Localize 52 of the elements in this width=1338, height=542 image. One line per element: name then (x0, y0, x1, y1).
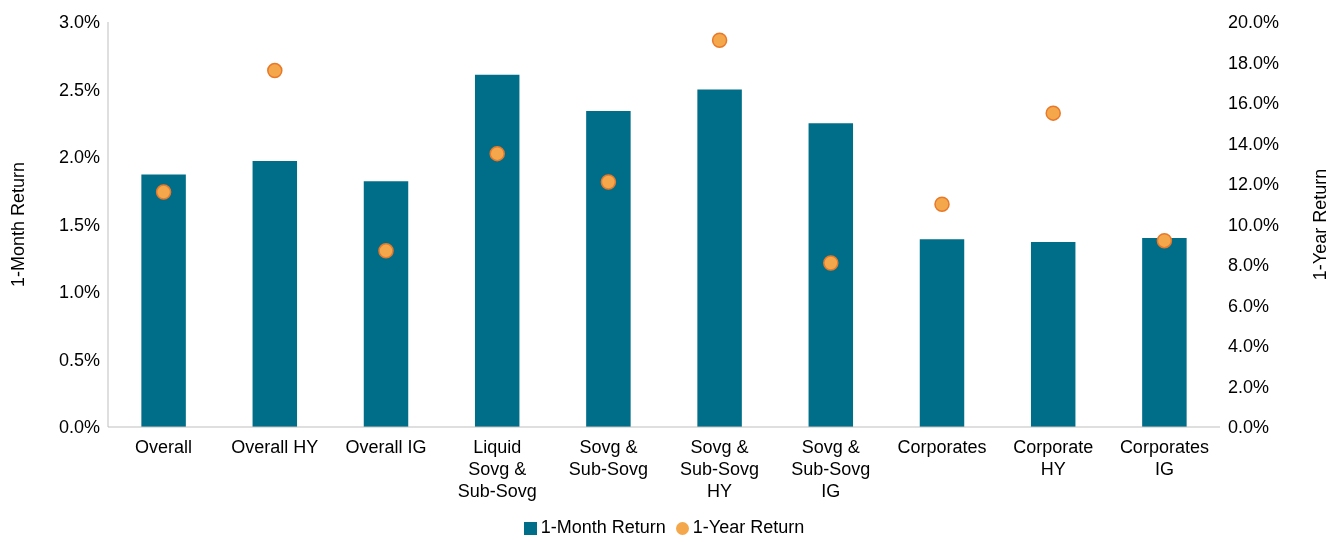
point (489, 145, 505, 162)
y2-tick-label: 16.0% (1228, 93, 1280, 114)
y2-tick-label: 14.0% (1228, 133, 1280, 154)
bar (1142, 238, 1187, 427)
x-tick-label: Overall (135, 437, 193, 457)
y-tick-label: 1.5% (58, 214, 100, 235)
y-tick-label: 1.0% (58, 282, 100, 303)
point (267, 62, 283, 79)
x-tick-label: Sovg & Sub-Sovg (568, 437, 648, 479)
y2-tick-label: 4.0% (1228, 336, 1270, 357)
y2-tick-label: 2.0% (1228, 376, 1270, 397)
x-tick-label: Sovg & Sub-Sovg HY (680, 437, 760, 501)
y-tick-label: 2.5% (58, 79, 100, 100)
y-tick-label: 2.0% (58, 147, 100, 168)
bar (808, 123, 854, 427)
y-tick-label: 0.0% (58, 417, 100, 438)
bar (697, 89, 742, 427)
y2-tick-label: 6.0% (1228, 295, 1270, 316)
y-axis-title: 1-Month Return (8, 161, 29, 288)
point (823, 255, 839, 271)
bar (919, 239, 965, 427)
bar (586, 111, 631, 427)
x-tick-label: Overall HY (231, 437, 319, 457)
y2-tick-label: 8.0% (1228, 255, 1270, 276)
point (600, 174, 617, 190)
y2-tick-label: 0.0% (1228, 417, 1270, 438)
x-tick-label: Liquid Sovg & Sub-Sovg (457, 437, 537, 501)
point (934, 196, 950, 212)
legend-label: 1-Month Return (540, 517, 666, 537)
y-tick-label: 0.5% (58, 349, 100, 370)
legend-label: 1-Year Return (692, 517, 805, 537)
point (155, 184, 172, 200)
x-tick-label: Sovg & Sub-Sovg IG (791, 437, 871, 501)
x-tick-label: Overall IG (345, 437, 427, 457)
bar (252, 161, 298, 427)
point (711, 32, 728, 48)
y2-tick-label: 12.0% (1228, 174, 1280, 195)
y-tick-label: 3.0% (58, 12, 100, 33)
y2-axis-title: 1-Year Return (1310, 168, 1331, 281)
x-tick-label: Corporates IG (1119, 437, 1209, 479)
point (1045, 105, 1061, 121)
point (1156, 232, 1173, 249)
point (378, 243, 394, 259)
y2-tick-label: 20.0% (1228, 12, 1280, 33)
bar (141, 174, 186, 427)
bar (363, 181, 409, 427)
x-tick-label: Corporate HY (1013, 437, 1094, 479)
bar (1030, 242, 1076, 427)
y2-tick-label: 18.0% (1228, 52, 1280, 73)
x-tick-label: Corporates (897, 437, 987, 457)
y2-tick-label: 10.0% (1228, 214, 1280, 235)
bar (474, 74, 520, 427)
